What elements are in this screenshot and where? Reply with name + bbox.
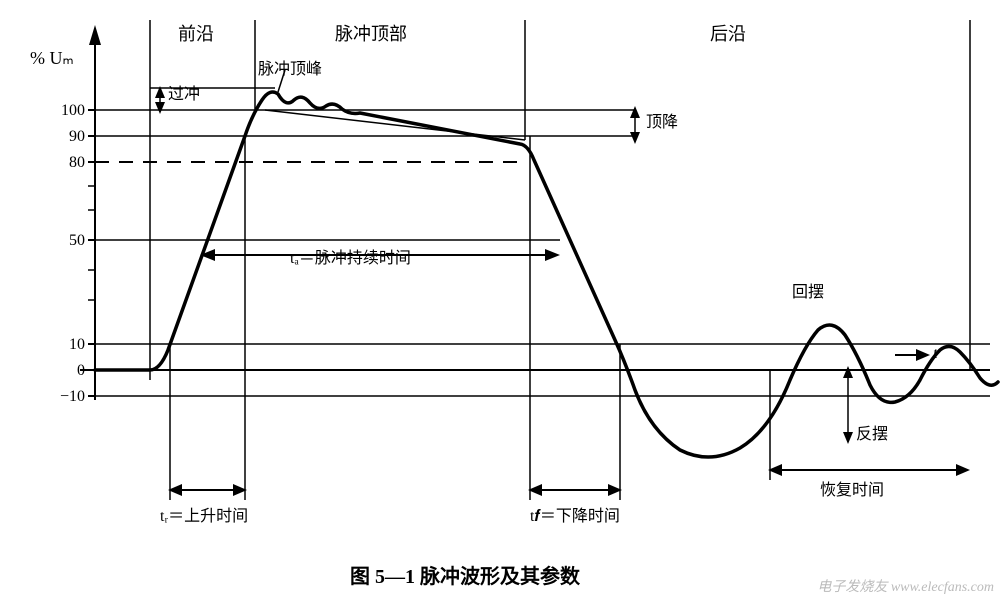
pulse-waveform-diagram bbox=[0, 0, 1006, 608]
ytick-80: 80 bbox=[45, 154, 85, 172]
region-leading-edge: 前沿 bbox=[178, 20, 214, 46]
label-overshoot: 过冲 bbox=[168, 80, 200, 104]
label-rise-time: tᵣ＝上升时间 bbox=[160, 502, 248, 526]
x-axis-label: t bbox=[933, 345, 937, 363]
label-recovery: 恢复时间 bbox=[820, 476, 884, 500]
ytick-10: 10 bbox=[45, 336, 85, 354]
label-backswing: 反摆 bbox=[856, 420, 888, 444]
label-fall-time: t𝒇＝下降时间 bbox=[530, 502, 620, 526]
label-ringing: 回摆 bbox=[792, 278, 824, 302]
ytick-50: 50 bbox=[45, 232, 85, 250]
ytick-100: 100 bbox=[45, 102, 85, 120]
region-trailing-edge: 后沿 bbox=[710, 20, 746, 46]
watermark: 电子发烧友 www.elecfans.com bbox=[817, 576, 994, 596]
region-pulse-top: 脉冲顶部 bbox=[335, 20, 407, 46]
ytick-0: 0 bbox=[55, 362, 85, 380]
label-droop: 顶降 bbox=[646, 108, 678, 132]
label-pulse-peak: 脉冲顶峰 bbox=[258, 55, 322, 79]
ytick-n10: −10 bbox=[35, 388, 85, 406]
label-duration: tₐ＝脉冲持续时间 bbox=[290, 244, 411, 268]
y-axis-label: % Uₘ bbox=[30, 48, 74, 69]
ytick-90: 90 bbox=[45, 128, 85, 146]
figure-caption: 图 5—1 脉冲波形及其参数 bbox=[350, 560, 580, 589]
